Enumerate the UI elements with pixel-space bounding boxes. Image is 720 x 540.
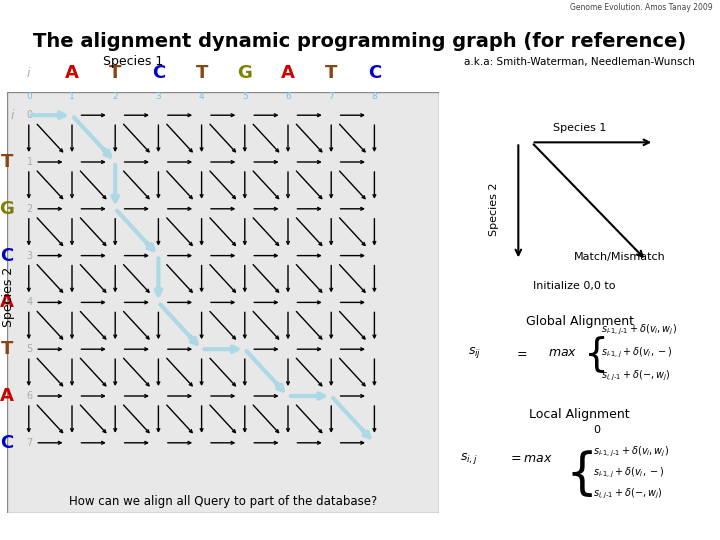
Text: Species 2: Species 2 xyxy=(2,267,15,327)
Text: C: C xyxy=(1,247,14,265)
Text: A: A xyxy=(65,64,79,82)
Text: $s_{i\text{-}1,j} + \delta(v_i, -)$: $s_{i\text{-}1,j} + \delta(v_i, -)$ xyxy=(593,466,664,480)
Text: i: i xyxy=(10,109,14,122)
Text: 7: 7 xyxy=(27,438,33,448)
Text: 3: 3 xyxy=(27,251,33,261)
Text: 7: 7 xyxy=(328,92,334,101)
Text: 4: 4 xyxy=(199,92,204,101)
Text: Initialize 0,0 to: Initialize 0,0 to xyxy=(533,281,616,292)
Text: Species 1: Species 1 xyxy=(103,55,163,68)
Text: C: C xyxy=(368,64,381,82)
Text: C: C xyxy=(152,64,165,82)
Text: $s_{i\text{-}1,j\text{-}1} + \delta(v_i, w_j)$: $s_{i\text{-}1,j\text{-}1} + \delta(v_i,… xyxy=(601,322,677,337)
Text: 1: 1 xyxy=(27,157,33,167)
Text: $s_{i,j\text{-}1} + \delta(-, w_j)$: $s_{i,j\text{-}1} + \delta(-, w_j)$ xyxy=(601,369,670,383)
Text: $max$: $max$ xyxy=(548,347,577,360)
Text: 5: 5 xyxy=(242,92,248,101)
Text: A: A xyxy=(0,293,14,312)
Text: Global Alignment: Global Alignment xyxy=(526,315,634,328)
Text: $s_{ij}$: $s_{ij}$ xyxy=(468,346,481,360)
Text: 5: 5 xyxy=(27,344,33,354)
Text: 6: 6 xyxy=(27,391,33,401)
Text: T: T xyxy=(1,340,14,358)
Text: 2: 2 xyxy=(27,204,33,214)
Text: T: T xyxy=(195,64,208,82)
Text: G: G xyxy=(0,200,14,218)
Text: $s_{i,j}$: $s_{i,j}$ xyxy=(459,451,477,465)
Text: T: T xyxy=(1,153,14,171)
Text: Local Alignment: Local Alignment xyxy=(529,408,630,421)
Text: The alignment dynamic programming graph (for reference): The alignment dynamic programming graph … xyxy=(33,32,687,51)
Text: Match/Mismatch: Match/Mismatch xyxy=(574,252,665,262)
Text: C: C xyxy=(1,434,14,452)
Text: 1: 1 xyxy=(69,92,75,101)
Text: a.k.a: Smith-Waterman, Needleman-Wunsch: a.k.a: Smith-Waterman, Needleman-Wunsch xyxy=(464,57,695,68)
Text: $= max$: $= max$ xyxy=(508,452,552,465)
Text: 2: 2 xyxy=(112,92,118,101)
Text: 8: 8 xyxy=(372,92,377,101)
Text: How can we align all Query to part of the database?: How can we align all Query to part of th… xyxy=(69,495,377,508)
Text: A: A xyxy=(281,64,295,82)
FancyBboxPatch shape xyxy=(7,92,439,513)
Text: $\}$: $\}$ xyxy=(588,333,610,374)
Text: Genome Evolution. Amos Tanay 2009: Genome Evolution. Amos Tanay 2009 xyxy=(570,3,713,12)
Text: 3: 3 xyxy=(156,92,161,101)
Text: 6: 6 xyxy=(285,92,291,101)
Text: $s_{i\text{-}1,j} + \delta(v_i, -)$: $s_{i\text{-}1,j} + \delta(v_i, -)$ xyxy=(601,346,672,360)
Text: 0: 0 xyxy=(26,92,32,101)
Text: G: G xyxy=(238,64,252,82)
Text: 0: 0 xyxy=(27,110,33,120)
Text: 4: 4 xyxy=(27,298,33,307)
Text: i: i xyxy=(27,66,30,79)
Text: T: T xyxy=(325,64,338,82)
Text: $=$: $=$ xyxy=(514,347,528,360)
Text: $s_{i\text{-}1,j\text{-}1} + \delta(v_i, w_j)$: $s_{i\text{-}1,j\text{-}1} + \delta(v_i,… xyxy=(593,445,669,459)
Text: $\}$: $\}$ xyxy=(572,446,599,496)
Text: T: T xyxy=(109,64,122,82)
Text: A: A xyxy=(0,387,14,405)
Text: $s_{i,j\text{-}1} + \delta(-, w_j)$: $s_{i,j\text{-}1} + \delta(-, w_j)$ xyxy=(593,487,662,501)
Text: Species 1: Species 1 xyxy=(553,123,606,133)
Text: $0$: $0$ xyxy=(593,423,601,435)
Text: Species 2: Species 2 xyxy=(490,183,500,237)
